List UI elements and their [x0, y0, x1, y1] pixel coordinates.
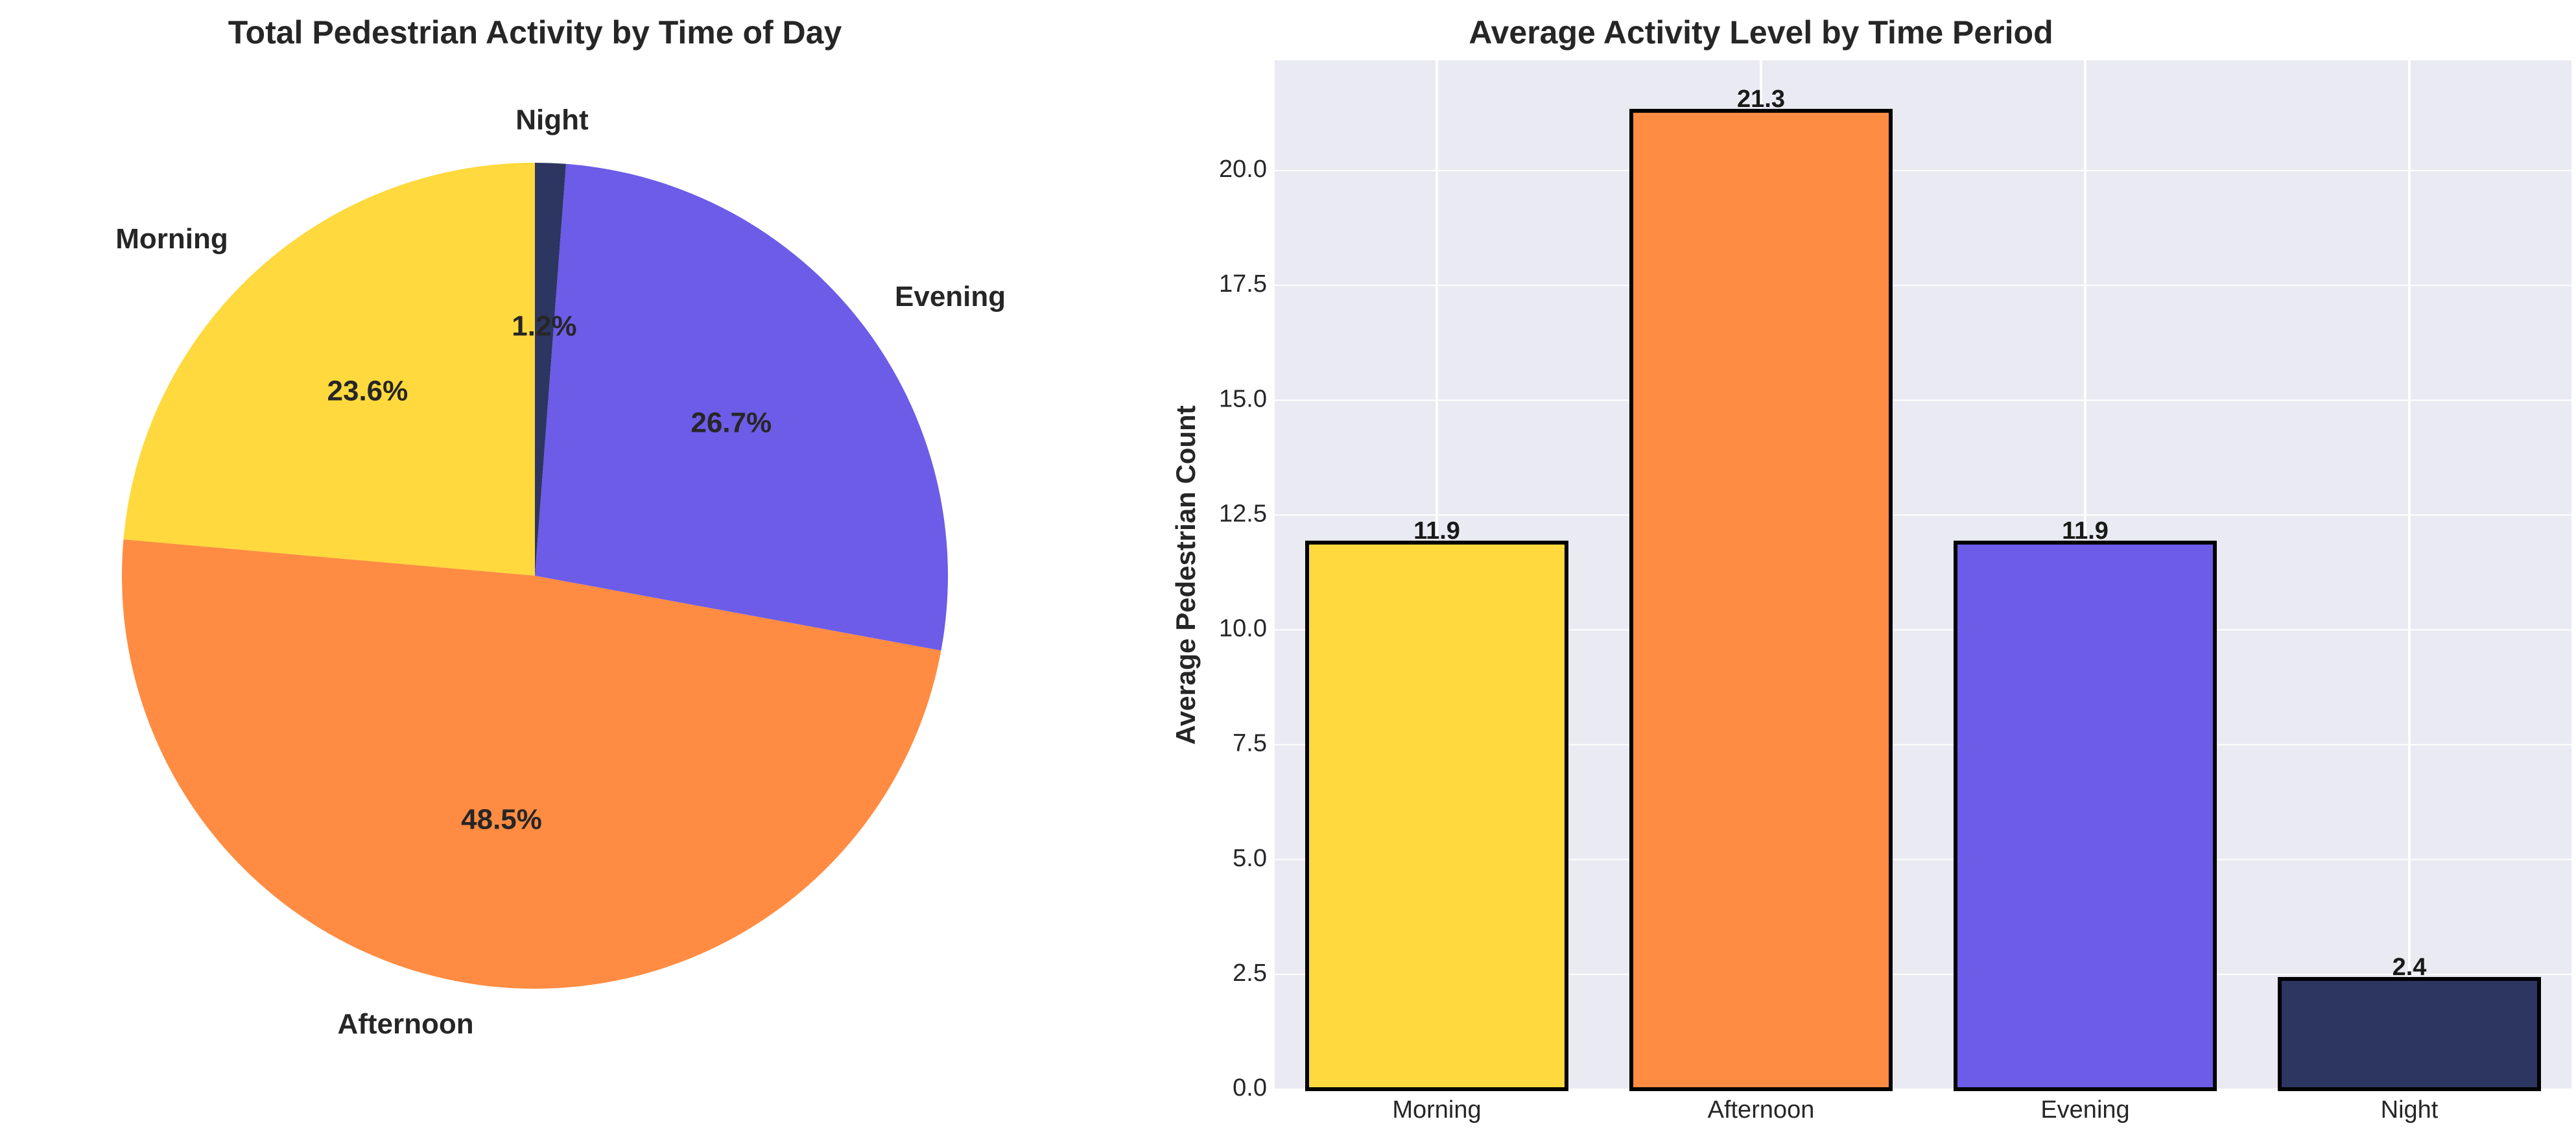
bar-value-label: 2.4	[2393, 954, 2427, 981]
y-tick-label: 12.5	[1219, 500, 1267, 527]
pie-title: Total Pedestrian Activity by Time of Day	[228, 14, 842, 51]
bar-value-label: 21.3	[1737, 86, 1785, 113]
pie-category-label: Morning	[115, 223, 228, 255]
x-axis-ticks: Morning Afternoon Evening Night	[1392, 1096, 2438, 1124]
pie-labels: Morning 23.6% Afternoon 48.5% Evening 26.7% Ni…	[115, 104, 1006, 1040]
bar-morning	[1305, 540, 1568, 1091]
pie-percent-label: 26.7%	[691, 407, 772, 438]
y-tick-label: 20.0	[1219, 156, 1267, 183]
pie-category-label: Night	[515, 104, 589, 136]
bar-value-label: 11.9	[1413, 517, 1460, 545]
pie-chart: Total Pedestrian Activity by Time of Day…	[115, 14, 1006, 1040]
pie-percent-label: 48.5%	[461, 803, 542, 835]
pie-slices	[121, 163, 949, 989]
y-tick-label: 17.5	[1219, 270, 1267, 298]
y-tick-label: 0.0	[1233, 1074, 1267, 1102]
pie-percent-label: 23.6%	[327, 375, 408, 407]
x-tick-label: Morning	[1392, 1096, 1481, 1124]
bar-evening	[1954, 540, 2217, 1091]
bars: 11.9 21.3 11.9 2.4	[1305, 86, 2541, 1092]
y-tick-label: 7.5	[1233, 730, 1267, 757]
pie-slice-evening	[535, 163, 949, 651]
y-axis-label: Average Pedestrian Count	[1170, 405, 1201, 745]
y-axis-ticks: 0.0 2.5 5.0 7.5 10.0 12.5 15.0 17.5 20.0	[1219, 156, 1267, 1102]
y-tick-label: 2.5	[1233, 960, 1267, 987]
x-tick-label: Night	[2381, 1096, 2439, 1124]
pie-percent-label: 1.2%	[512, 311, 576, 342]
y-tick-label: 5.0	[1233, 845, 1267, 872]
pie-slice-morning	[123, 163, 535, 576]
bar-value-label: 11.9	[2062, 517, 2109, 545]
pie-slice-night	[535, 163, 566, 576]
bar-chart: Average Activity Level by Time Period 11…	[1170, 14, 2571, 1124]
pie-category-label: Evening	[895, 281, 1006, 312]
bar-afternoon	[1629, 108, 1893, 1092]
y-tick-label: 10.0	[1219, 615, 1267, 642]
pie-slice-afternoon	[121, 539, 941, 989]
pie-category-label: Afternoon	[337, 1008, 473, 1040]
bar-title: Average Activity Level by Time Period	[1469, 14, 2053, 51]
x-tick-label: Evening	[2040, 1096, 2129, 1124]
x-tick-label: Afternoon	[1708, 1096, 1815, 1124]
y-tick-label: 15.0	[1219, 385, 1267, 412]
bar-night	[2278, 976, 2541, 1091]
